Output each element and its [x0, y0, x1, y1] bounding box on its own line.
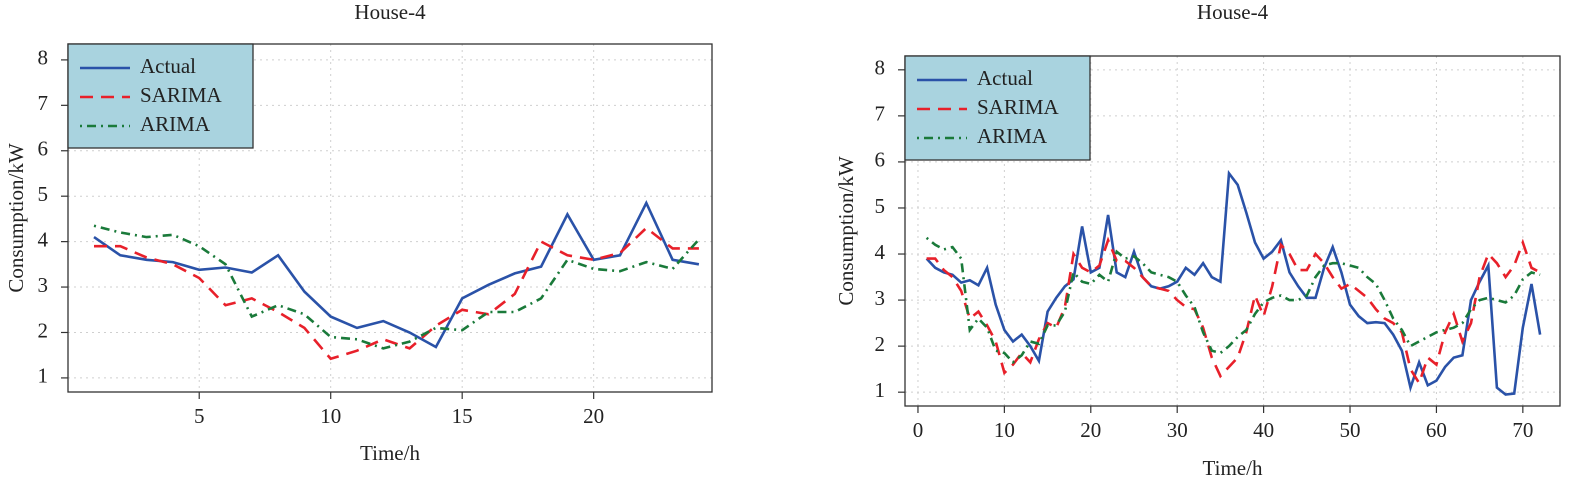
x-tick-label: 20: [1080, 418, 1101, 442]
y-axis-label: Consumption/kW: [4, 143, 28, 293]
x-tick-label: 10: [994, 418, 1015, 442]
chart-title: House-4: [354, 0, 426, 24]
series-line: [93, 200, 700, 349]
y-tick-label: 5: [875, 194, 886, 218]
x-tick-label: 40: [1253, 418, 1274, 442]
plot-frame: [904, 55, 1561, 407]
y-tick-label: 1: [875, 378, 886, 402]
legend: Actual SARIMA ARIMA: [67, 43, 254, 149]
legend-label: SARIMA: [977, 95, 1060, 119]
x-tick-label: 60: [1426, 418, 1447, 442]
series-line: [926, 236, 1541, 387]
x-tick-label: 70: [1512, 418, 1533, 442]
x-axis-label: Time/h: [360, 441, 420, 465]
y-tick-label: 2: [38, 318, 49, 342]
legend-box: [904, 55, 1091, 161]
legend-box: [67, 43, 254, 149]
y-tick-label: 8: [875, 56, 886, 80]
y-tick-label: 2: [875, 332, 886, 356]
series-line: [94, 226, 699, 361]
series-line: [925, 236, 1541, 365]
y-tick-label: 3: [875, 286, 886, 310]
y-tick-label: 4: [875, 240, 886, 264]
x-tick-label: 5: [194, 404, 205, 428]
plot-frame: [67, 43, 713, 393]
y-tick-label: 6: [875, 148, 886, 172]
y-tick-label: 3: [38, 273, 49, 297]
x-axis-label: Time/h: [1203, 456, 1263, 480]
legend-label: SARIMA: [140, 83, 223, 107]
x-tick-label: 10: [320, 404, 341, 428]
x-tick-label: 50: [1340, 418, 1361, 442]
y-axis-label: Consumption/kW: [834, 156, 858, 306]
y-tick-label: 6: [38, 137, 49, 161]
y-tick-label: 4: [38, 227, 49, 251]
series-line: [925, 169, 1542, 396]
series-line: [93, 224, 700, 350]
y-tick-label: 7: [38, 91, 49, 115]
x-tick-label: 20: [583, 404, 604, 428]
chart: House-4 Time/h Consumption/kW 0 10 20 30 40 50 60…: [834, 0, 1561, 480]
x-tick-label: 15: [452, 404, 473, 428]
y-tick-label: 8: [38, 46, 49, 70]
y-tick-label: 7: [875, 102, 886, 126]
x-tick-label: 0: [913, 418, 924, 442]
y-tick-label: 5: [38, 182, 49, 206]
legend-label: ARIMA: [140, 112, 211, 136]
legend-label: Actual: [977, 66, 1033, 90]
y-tick-label: 1: [38, 364, 49, 388]
x-tick-label: 30: [1167, 418, 1188, 442]
legend-label: Actual: [140, 54, 196, 78]
legend: Actual SARIMA ARIMA: [904, 55, 1091, 161]
chart: House-4 Time/h Consumption/kW 5 10 15 20 1 2 3 4 5 6…: [4, 0, 713, 465]
legend-label: ARIMA: [977, 124, 1048, 148]
chart-title: House-4: [1197, 0, 1269, 24]
